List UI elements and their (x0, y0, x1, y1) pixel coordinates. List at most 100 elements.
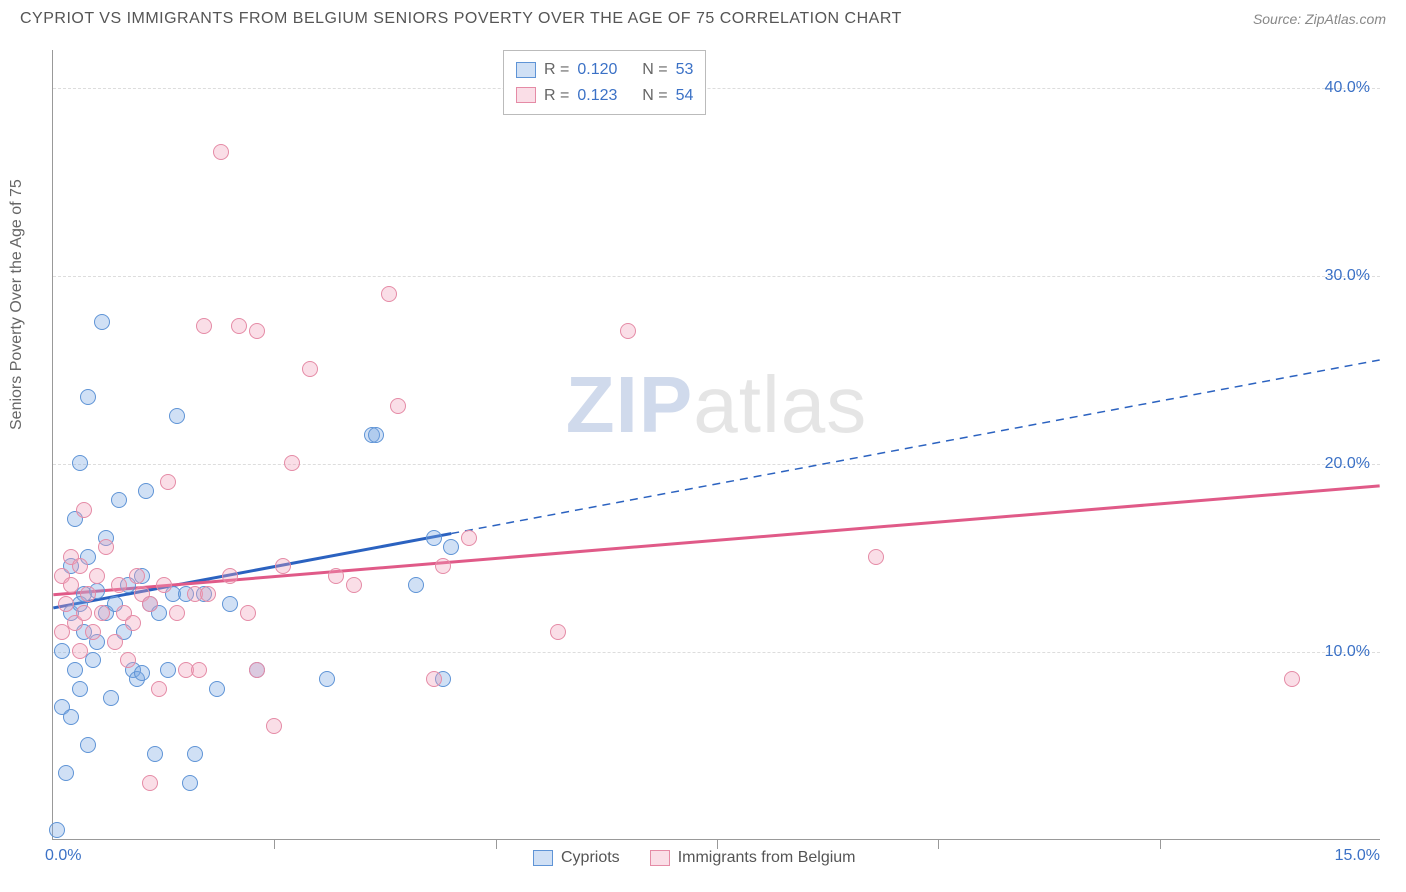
legend-r-value-1: 0.123 (577, 83, 617, 109)
scatter-point (213, 144, 229, 160)
scatter-point (63, 709, 79, 725)
legend-swatch-0 (516, 62, 536, 78)
scatter-point (76, 502, 92, 518)
watermark-atlas: atlas (693, 360, 867, 449)
scatter-point (1284, 671, 1300, 687)
scatter-point (222, 568, 238, 584)
scatter-point (620, 323, 636, 339)
scatter-point (191, 662, 207, 678)
legend-series: Cypriots Immigrants from Belgium (533, 849, 856, 867)
scatter-point (54, 643, 70, 659)
x-tick (1160, 839, 1161, 849)
scatter-point (284, 455, 300, 471)
scatter-point (156, 577, 172, 593)
legend-item-1: Immigrants from Belgium (650, 849, 856, 867)
gridline-h (53, 652, 1380, 653)
scatter-point (85, 652, 101, 668)
legend-swatch-1 (516, 87, 536, 103)
scatter-point (249, 662, 265, 678)
source-label: Source: ZipAtlas.com (1253, 11, 1386, 27)
scatter-point (80, 586, 96, 602)
x-tick (496, 839, 497, 849)
scatter-point (72, 681, 88, 697)
scatter-point (94, 314, 110, 330)
x-tick (938, 839, 939, 849)
gridline-h (53, 464, 1380, 465)
scatter-point (266, 718, 282, 734)
x-tick (717, 839, 718, 849)
scatter-point (231, 318, 247, 334)
scatter-point (63, 577, 79, 593)
gridline-h (53, 88, 1380, 89)
scatter-point (72, 643, 88, 659)
legend-swatch-1-icon (650, 850, 670, 866)
y-tick-label: 40.0% (1325, 79, 1370, 97)
x-tick-label: 15.0% (1335, 847, 1380, 865)
scatter-point (187, 746, 203, 762)
scatter-point (169, 605, 185, 621)
y-axis-label: Seniors Poverty Over the Age of 75 (8, 179, 26, 430)
legend-item-0: Cypriots (533, 849, 620, 867)
scatter-point (89, 568, 105, 584)
legend-correlation: R = 0.120 N = 53 R = 0.123 N = 54 (503, 50, 706, 115)
scatter-point (209, 681, 225, 697)
scatter-point (98, 539, 114, 555)
scatter-point (80, 389, 96, 405)
scatter-point (58, 596, 74, 612)
scatter-point (67, 662, 83, 678)
legend-n-value-1: 54 (676, 83, 694, 109)
scatter-point (368, 427, 384, 443)
y-tick-label: 20.0% (1325, 455, 1370, 473)
scatter-point (435, 558, 451, 574)
scatter-point (49, 822, 65, 838)
legend-row-series-0: R = 0.120 N = 53 (516, 57, 693, 83)
scatter-point (275, 558, 291, 574)
scatter-point (390, 398, 406, 414)
chart-title: CYPRIOT VS IMMIGRANTS FROM BELGIUM SENIO… (20, 10, 902, 28)
scatter-point (94, 605, 110, 621)
x-tick-label: 0.0% (45, 847, 81, 865)
scatter-point (103, 690, 119, 706)
legend-r-label: R = (544, 83, 569, 109)
scatter-point (200, 586, 216, 602)
legend-r-value-0: 0.120 (577, 57, 617, 83)
trend-lines (53, 50, 1380, 839)
scatter-point (182, 775, 198, 791)
scatter-point (249, 323, 265, 339)
scatter-point (240, 605, 256, 621)
scatter-point (426, 530, 442, 546)
scatter-point (58, 765, 74, 781)
scatter-point (160, 474, 176, 490)
scatter-point (147, 746, 163, 762)
scatter-point (222, 596, 238, 612)
scatter-point (72, 455, 88, 471)
watermark-zip: ZIP (566, 360, 693, 449)
scatter-point (550, 624, 566, 640)
x-tick (274, 839, 275, 849)
legend-n-value-0: 53 (676, 57, 694, 83)
scatter-chart: ZIPatlas R = 0.120 N = 53 R = 0.123 N = … (52, 50, 1380, 840)
scatter-point (125, 615, 141, 631)
scatter-point (196, 318, 212, 334)
scatter-point (120, 652, 136, 668)
scatter-point (160, 662, 176, 678)
scatter-point (111, 492, 127, 508)
legend-row-series-1: R = 0.123 N = 54 (516, 83, 693, 109)
scatter-point (443, 539, 459, 555)
scatter-point (408, 577, 424, 593)
scatter-point (142, 596, 158, 612)
scatter-point (302, 361, 318, 377)
scatter-point (80, 737, 96, 753)
scatter-point (134, 665, 150, 681)
scatter-point (319, 671, 335, 687)
legend-item-0-label: Cypriots (561, 849, 620, 867)
legend-r-label: R = (544, 57, 569, 83)
scatter-point (129, 568, 145, 584)
legend-swatch-0-icon (533, 850, 553, 866)
scatter-point (111, 577, 127, 593)
scatter-point (72, 558, 88, 574)
scatter-point (426, 671, 442, 687)
scatter-point (107, 634, 123, 650)
scatter-point (346, 577, 362, 593)
scatter-point (169, 408, 185, 424)
